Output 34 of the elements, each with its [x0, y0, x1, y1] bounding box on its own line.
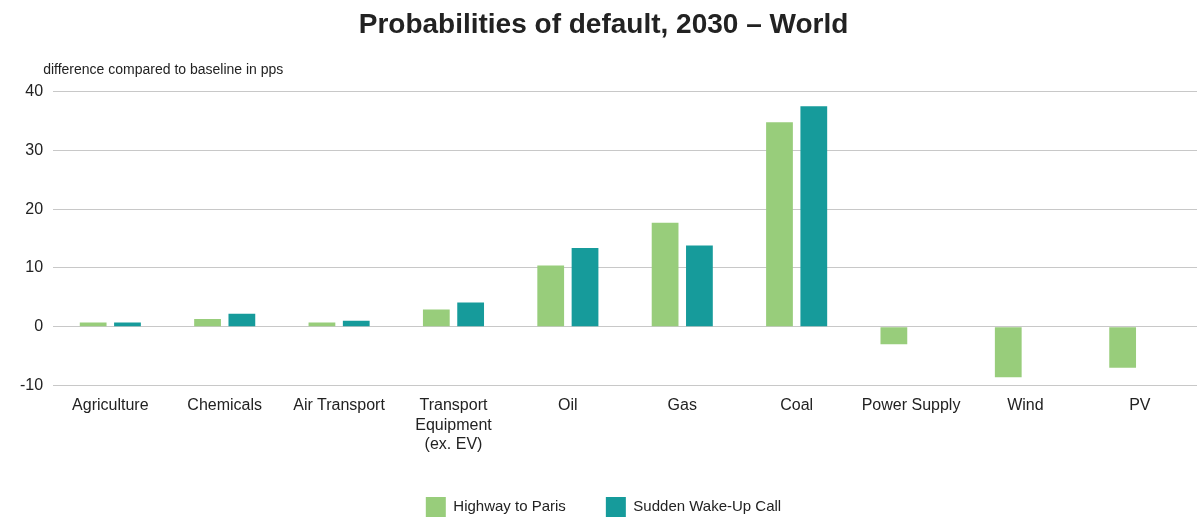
legend-label: Highway to Paris [453, 497, 566, 515]
y-axis-title: difference compared to baseline in pps [43, 61, 284, 78]
bar [800, 106, 828, 327]
chart-title: Probabilities of default, 2030 – World [358, 7, 849, 39]
y-tick-label: 0 [34, 317, 44, 335]
x-tick-label: PV [1129, 396, 1151, 414]
x-tick-label: Gas [667, 396, 697, 414]
bar [537, 265, 565, 327]
y-tick-label: 40 [25, 82, 44, 100]
y-tick-label: -10 [20, 375, 44, 393]
y-tick-label: 10 [25, 258, 44, 276]
x-tick-label: Wind [1007, 396, 1044, 414]
bar [342, 320, 370, 327]
bar [457, 302, 485, 327]
bar [194, 319, 221, 327]
bar [880, 327, 908, 345]
x-tick-label: Power Supply [861, 396, 961, 414]
x-tick-label: Agriculture [72, 396, 149, 414]
bar [686, 245, 713, 327]
bar [571, 247, 599, 327]
bar [766, 122, 793, 327]
bar [994, 327, 1022, 378]
y-tick-label: 30 [25, 140, 44, 158]
bar [651, 222, 679, 327]
x-tick-label: Chemicals [187, 396, 263, 414]
legend-label: Sudden Wake-Up Call [633, 497, 782, 515]
bar [1109, 327, 1137, 368]
x-tick-label: Coal [780, 396, 814, 414]
bar [422, 309, 450, 327]
y-tick-label: 20 [25, 199, 44, 217]
x-tick-label: Air Transport [293, 396, 386, 414]
x-tick-label: Oil [558, 396, 578, 414]
x-tick-label: Transport Equipment (ex. EV) [415, 396, 493, 452]
bar [228, 313, 256, 327]
